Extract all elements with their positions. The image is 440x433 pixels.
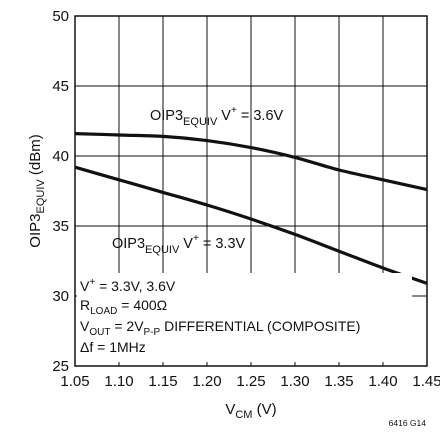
- x-axis-title: VCM (V): [225, 401, 276, 421]
- figure-code: 6416 G14: [389, 418, 427, 428]
- x-ticks: 1.05 1.10 1.15 1.20 1.25 1.30 1.35 1.40 1.45: [60, 373, 440, 390]
- x-tick-label: 1.10: [104, 373, 133, 390]
- y-ticks: 25 30 35 40 45 50: [52, 8, 69, 375]
- condition-load: RLOAD = 400Ω: [80, 297, 167, 317]
- y-axis-title: OIP3EQUIV (dBm): [27, 134, 47, 247]
- conditions-backing: [77, 273, 412, 362]
- x-tick-label: 1.35: [324, 373, 353, 390]
- series-label-3v3: OIP3EQUIV V+ = 3.3V: [112, 233, 246, 256]
- x-tick-label: 1.45: [412, 373, 440, 390]
- y-tick-label: 35: [52, 218, 69, 235]
- x-tick-label: 1.15: [148, 373, 177, 390]
- condition-frequency: Δf = 1MHz: [80, 339, 146, 355]
- series-line-0: [74, 132, 428, 192]
- x-tick-label: 1.25: [236, 373, 265, 390]
- x-tick-label: 1.30: [280, 373, 309, 390]
- x-tick-label: 1.05: [60, 373, 89, 390]
- condition-output: VOUT = 2VP-P DIFFERENTIAL (COMPOSITE): [80, 318, 360, 338]
- y-tick-label: 50: [52, 8, 69, 25]
- series-label-3v6: OIP3EQUIV V+ = 3.6V: [150, 105, 284, 128]
- y-tick-label: 30: [52, 288, 69, 305]
- plot-frame: [74, 15, 428, 367]
- y-tick-label: 40: [52, 148, 69, 165]
- x-tick-label: 1.40: [368, 373, 397, 390]
- series-lines: [74, 132, 428, 285]
- y-tick-label: 25: [52, 358, 69, 375]
- series-line-1: [74, 165, 428, 285]
- x-tick-label: 1.20: [192, 373, 221, 390]
- grid: [75, 16, 427, 366]
- condition-supply: V+ = 3.3V, 3.6V: [80, 277, 176, 294]
- y-tick-label: 45: [52, 78, 69, 95]
